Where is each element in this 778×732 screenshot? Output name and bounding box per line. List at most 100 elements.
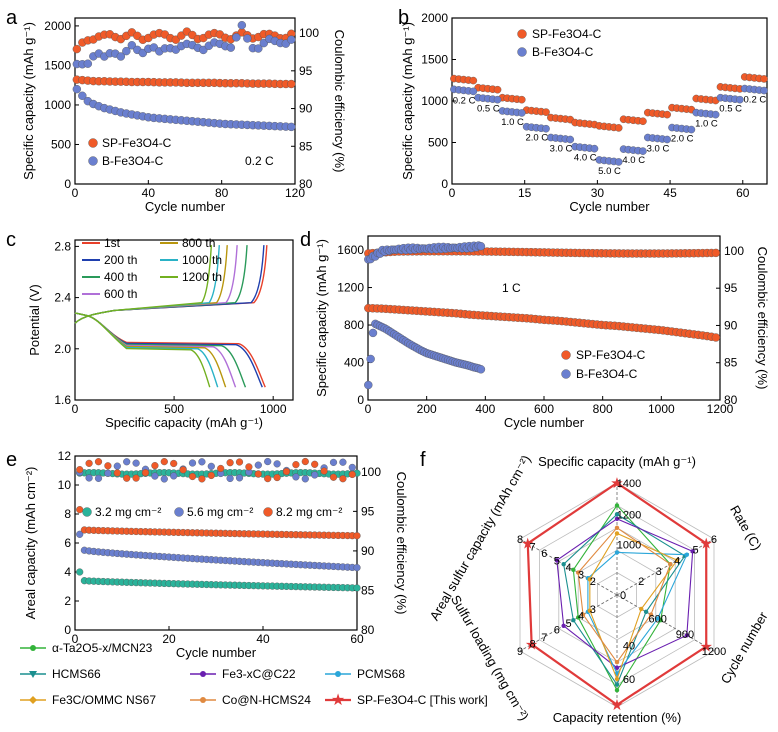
- b-rate-label: 0.5 C: [477, 104, 500, 115]
- e-ce-point-2: [320, 467, 328, 475]
- y-tick-label: 6: [64, 536, 71, 550]
- f-tick-label: 4: [674, 555, 680, 567]
- e-ce-point-1: [104, 469, 112, 477]
- legend-label: Co@N-HCMS24: [222, 693, 311, 707]
- e-ce-point-2: [254, 470, 262, 478]
- e-ce-point-1: [170, 472, 178, 480]
- f-tick-label: 900: [676, 629, 694, 641]
- y-tick-label: 0: [64, 623, 71, 637]
- e-ce-point-2: [339, 475, 347, 483]
- f-tick-label: 2: [590, 576, 596, 588]
- e-ce-point-1: [264, 457, 272, 466]
- y-tick-label: 1500: [421, 53, 448, 67]
- f-tick-label: 3: [590, 604, 596, 616]
- e-ce-point-2: [179, 466, 187, 474]
- d-legend-b: B-Fe3O4-C: [576, 367, 638, 381]
- a-point-3: [226, 43, 236, 52]
- c-legend-label: 1st: [104, 236, 121, 250]
- e-ce-point-1: [85, 474, 93, 482]
- a-point-3: [122, 46, 131, 56]
- b-point-1: [614, 158, 623, 166]
- e-legend-marker: [82, 507, 92, 517]
- f-series-point: [614, 660, 620, 665]
- x-axis-title: Specific capacity (mAh g⁻¹): [105, 415, 263, 430]
- f-series-point: [684, 552, 690, 557]
- e-ce-point-1: [113, 462, 121, 470]
- a-point-1: [72, 84, 82, 94]
- e-ce-point-2: [264, 475, 272, 483]
- f-series-point: [587, 577, 593, 582]
- y-axis-title: Areal capacity (mAh cm⁻²): [23, 467, 38, 620]
- f-tick-label: 3: [578, 569, 584, 581]
- y-tick-label: 1000: [44, 98, 71, 112]
- f-series-point: [655, 616, 660, 621]
- x-tick-label: 0: [365, 402, 372, 416]
- f-series-point: [614, 682, 620, 687]
- legend-circle-marker: [30, 645, 36, 651]
- f-series-point: [614, 688, 620, 693]
- y2-tick-label: 100: [361, 465, 381, 479]
- e-ce-point-2: [226, 459, 234, 467]
- f-tick-label: 3: [656, 566, 662, 578]
- a-point-3: [254, 44, 263, 53]
- f-series-point: [643, 609, 649, 614]
- e-point-0: [76, 568, 84, 576]
- y2-tick-label: 80: [361, 623, 375, 637]
- e-ce-point-2: [113, 469, 121, 477]
- y2-axis-title: Coulombic efficiency (%): [332, 30, 347, 173]
- bottom-legend: α-Ta2O5-x/MCN23 HCMS66 Fe3-xC@C22 PCMS68 Fe3…: [20, 641, 488, 709]
- panel-b-label: b: [398, 7, 409, 29]
- f-tick-label: 60: [623, 674, 635, 686]
- y-tick-label: 0: [64, 177, 71, 191]
- b-rate-label: 0.2 C: [453, 95, 476, 106]
- e-ce-point-2: [94, 458, 103, 466]
- d-point-0: [711, 333, 721, 342]
- y-tick-label: 8: [64, 507, 71, 521]
- f-spoke: [519, 594, 618, 652]
- e-ce-point-2: [85, 459, 93, 467]
- e-ce-point-1: [235, 474, 244, 482]
- x-axis-title: Cycle number: [569, 199, 650, 214]
- y-tick-label: 1000: [421, 94, 448, 108]
- c-legend-label: 400 th: [104, 270, 137, 284]
- panel-e-label: e: [6, 449, 17, 471]
- f-center-label: 0: [620, 590, 626, 602]
- d-legend-marker-sp: [561, 350, 571, 360]
- f-tick-label: 8: [530, 639, 536, 651]
- e-legend-marker: [263, 507, 273, 517]
- y-axis-title: Specific capacity (mAh g⁻¹): [314, 239, 329, 397]
- f-tick-label: 5: [565, 618, 571, 630]
- x-tick-label: 60: [736, 186, 750, 200]
- y-tick-label: 2: [64, 594, 71, 608]
- panel-a-label: a: [6, 7, 18, 29]
- b-point-0: [469, 76, 478, 85]
- f-series-point: [576, 570, 581, 575]
- d-point-1: [476, 365, 486, 374]
- x-tick-label: 30: [591, 186, 605, 200]
- y-axis-title: Potential (V): [27, 284, 42, 356]
- e-point-1: [76, 530, 84, 538]
- y-tick-label: 0: [357, 393, 364, 407]
- b-point-1: [711, 110, 720, 119]
- f-tick-label: 6: [554, 625, 560, 637]
- c-legend-label: 800 th: [182, 236, 215, 250]
- e-ce-point-1: [123, 458, 131, 466]
- legend-label: Fe3-xC@C22: [222, 667, 296, 681]
- y-tick-label: 2.0: [54, 342, 71, 356]
- chart-a: 0 40 80 120050010001500200080859095100Cycle…: [21, 17, 347, 214]
- e-legend-label: 8.2 mg cm⁻²: [276, 505, 342, 519]
- y2-axis-title: Coulombic efficiency (%): [755, 247, 770, 390]
- a-point-3: [232, 33, 241, 42]
- a-annotation: 0.2 C: [245, 154, 274, 168]
- y-tick-label: 2000: [44, 19, 71, 33]
- a-point-2: [72, 44, 82, 54]
- f-series-point: [614, 516, 620, 522]
- f-series-point: [648, 612, 654, 617]
- y2-tick-label: 85: [724, 356, 738, 370]
- e-ce-point-2: [141, 469, 150, 477]
- y-tick-label: 1200: [337, 281, 364, 295]
- legend-label: α-Ta2O5-x/MCN23: [52, 641, 153, 655]
- legend-star-marker: ★: [331, 692, 345, 709]
- x-tick-label: 60: [350, 632, 364, 646]
